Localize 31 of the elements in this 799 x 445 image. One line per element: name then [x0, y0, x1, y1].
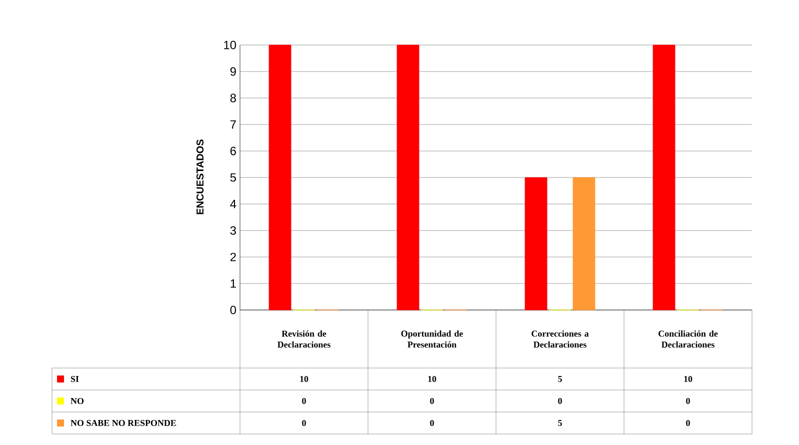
legend-label: SI — [71, 376, 79, 382]
y-tick-label: 8 — [230, 94, 236, 102]
data-label: 10 — [300, 376, 308, 382]
data-label: 0 — [686, 398, 690, 404]
data-label: 10 — [684, 376, 692, 382]
x-tick-label: Conciliación de Declaraciones — [658, 330, 718, 348]
y-tick-label: 9 — [230, 67, 236, 76]
x-tick-label: Revisión de Declaraciones — [278, 330, 330, 348]
y-tick-label: 10 — [224, 40, 236, 50]
y-tick-label: 0 — [230, 306, 236, 314]
data-label: 5 — [558, 420, 562, 426]
y-tick-label: 6 — [230, 146, 236, 156]
data-label: 0 — [430, 420, 434, 426]
y-tick-label: 5 — [230, 173, 236, 182]
y-axis-title: ENCUESTADOS — [196, 140, 204, 214]
y-tick-label: 7 — [230, 120, 236, 129]
data-label: 10 — [428, 376, 436, 382]
data-label: 5 — [558, 376, 562, 382]
x-tick-label: Correcciones a Declaraciones — [532, 330, 589, 348]
data-label: 0 — [686, 420, 690, 426]
y-tick-label: 1 — [230, 279, 236, 288]
x-tick-label: Oportunidad de Presentación — [401, 330, 463, 348]
data-label: 0 — [558, 398, 562, 404]
legend-label: NO — [70, 398, 84, 404]
y-tick-label: 3 — [230, 226, 236, 235]
legend-label: NO SABE NO RESPONDE — [70, 420, 176, 426]
y-tick-label: 4 — [230, 200, 236, 208]
data-label: 0 — [302, 420, 306, 426]
data-label: 0 — [302, 398, 306, 404]
data-label: 0 — [430, 398, 434, 404]
y-tick-label: 2 — [230, 252, 236, 262]
